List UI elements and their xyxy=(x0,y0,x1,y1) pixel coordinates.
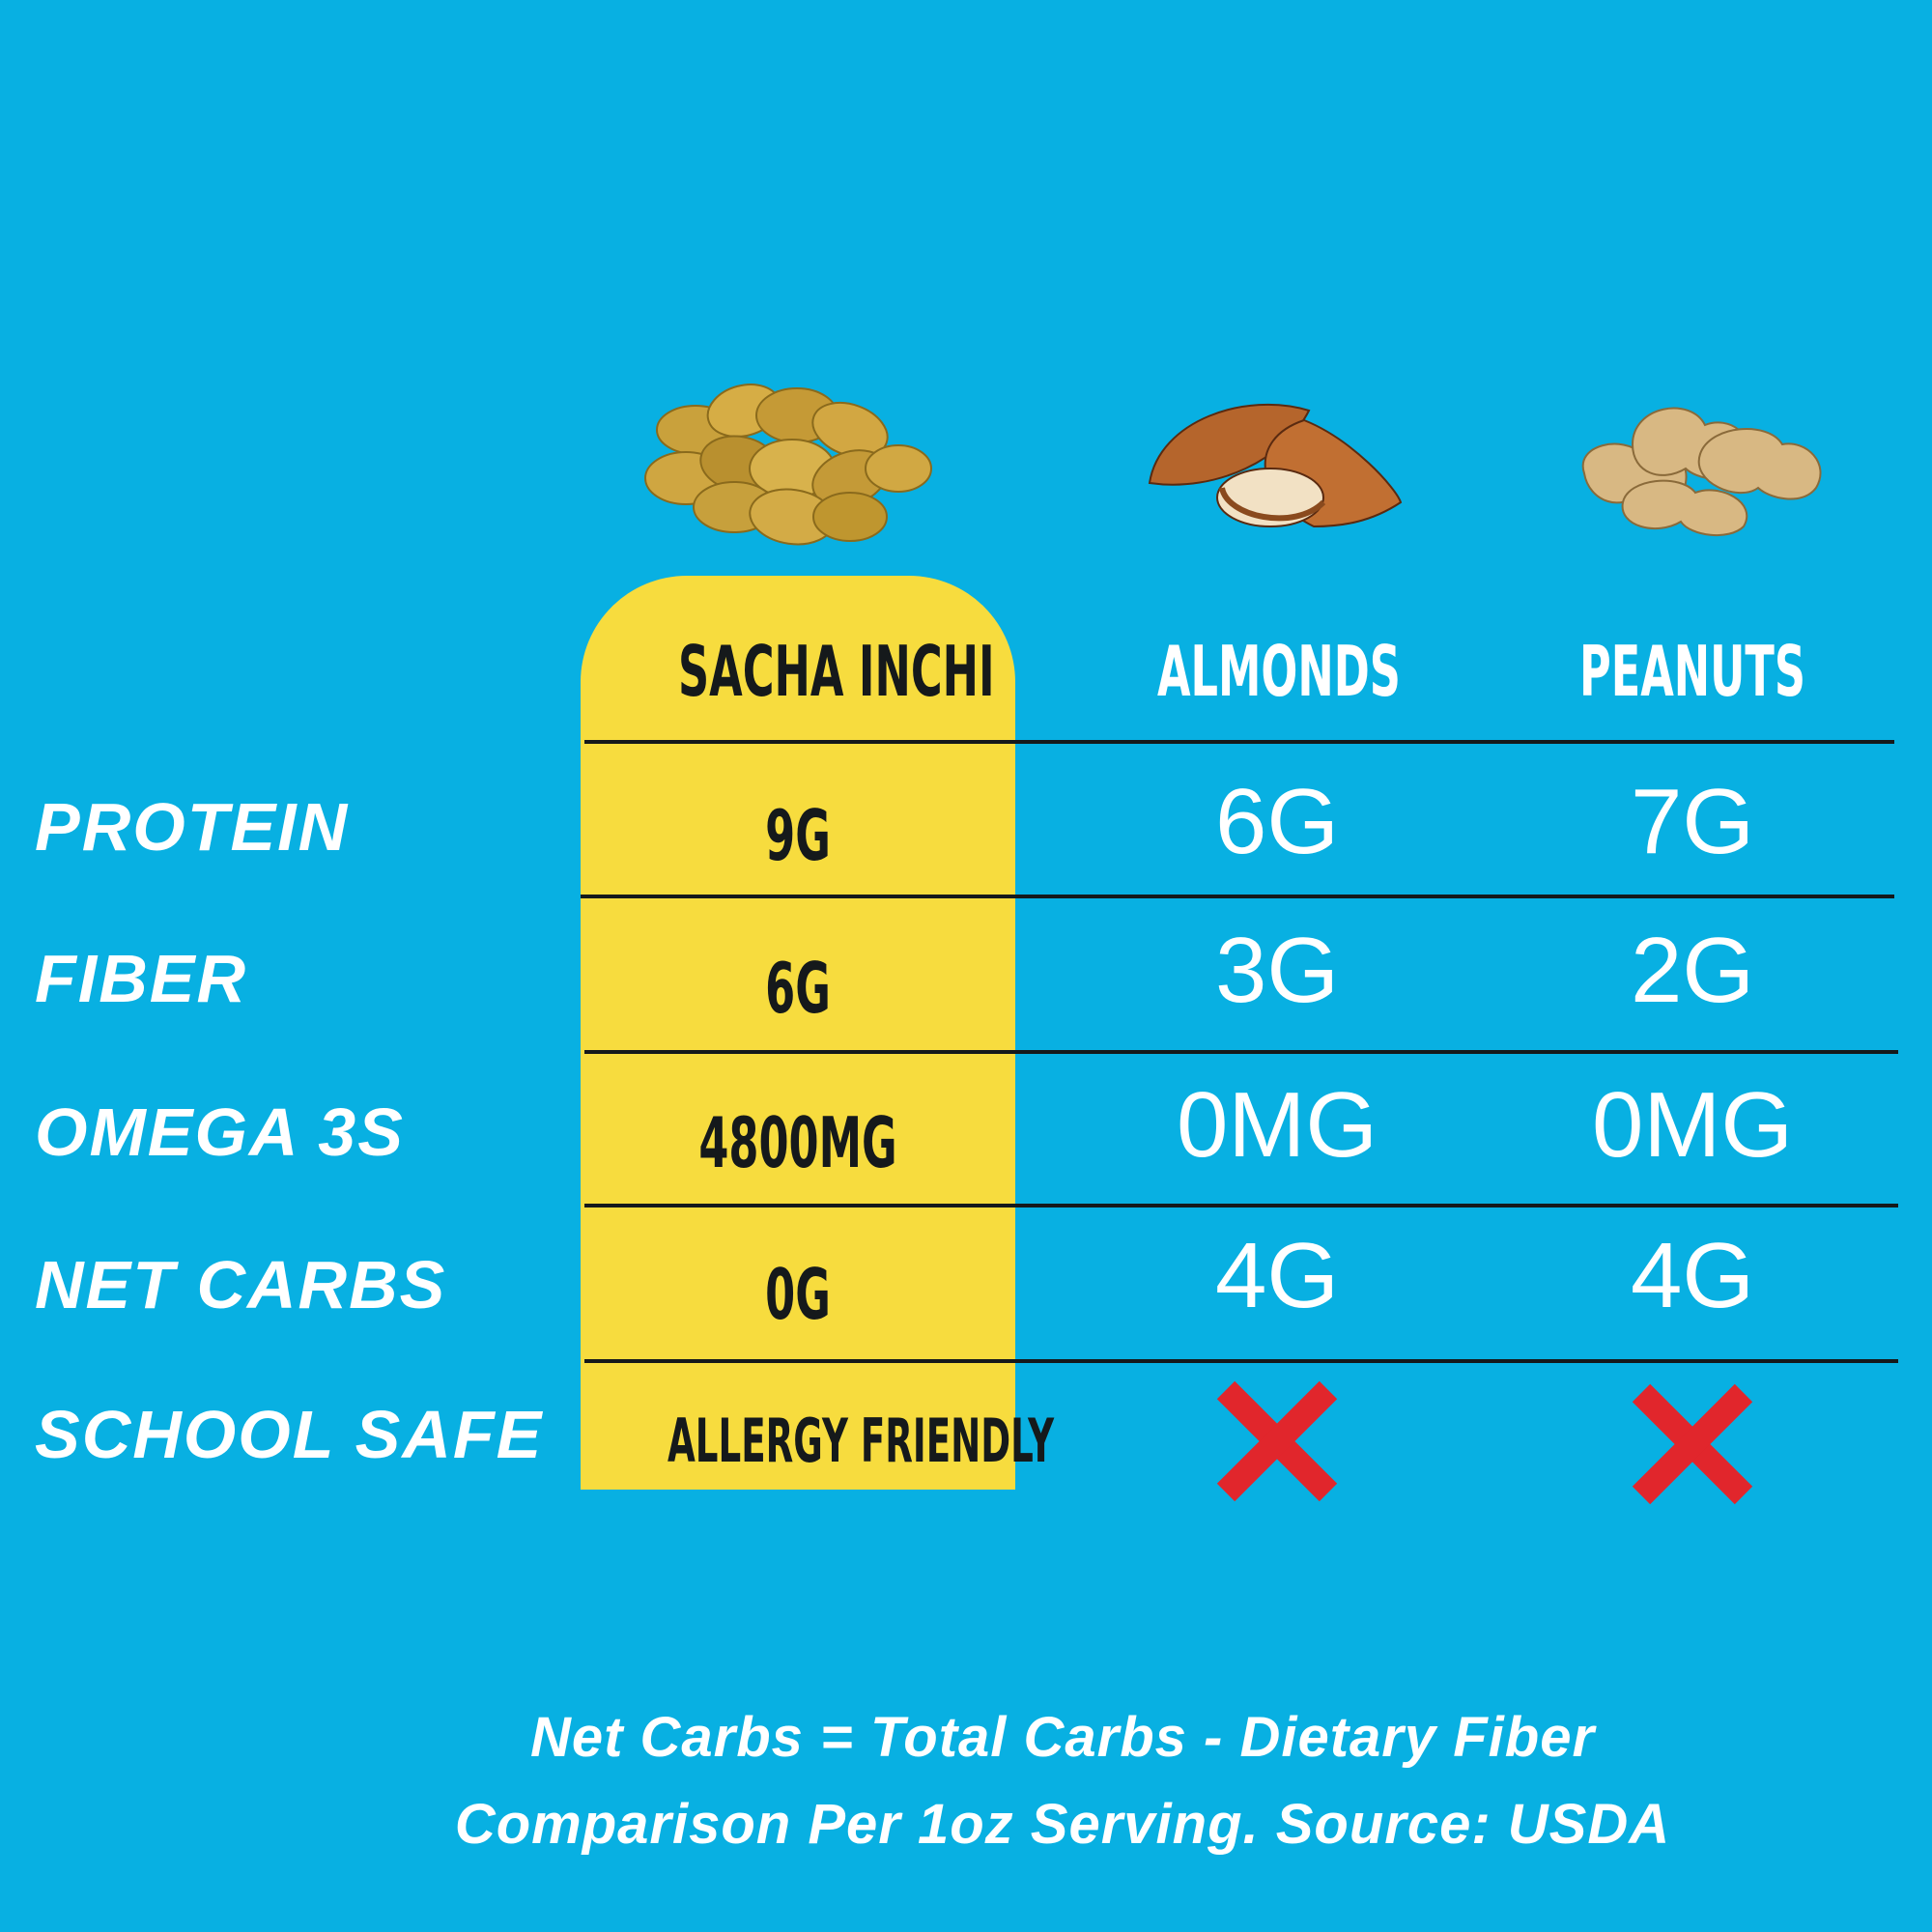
peanuts-school-safe-x-icon xyxy=(1632,1383,1753,1505)
row-label-omega-3s: OMEGA 3S xyxy=(35,1094,405,1170)
sacha-inchi-net-carbs-value: 0G xyxy=(765,1254,831,1335)
column-header-almonds: ALMONDS xyxy=(1157,631,1401,712)
almonds-omega-3s-value: 0MG xyxy=(1176,1073,1378,1177)
footnote-net-carbs-definition: Net Carbs = Total Carbs - Dietary Fiber xyxy=(529,1706,1596,1769)
almonds-school-safe-x-icon xyxy=(1216,1380,1338,1502)
almonds-net-carbs-value: 4G xyxy=(1214,1224,1340,1327)
peanuts-omega-3s-value: 0MG xyxy=(1591,1073,1794,1177)
row-label-fiber: FIBER xyxy=(35,941,247,1016)
sacha-inchi-seeds-image xyxy=(644,384,932,546)
almonds-protein-value: 6G xyxy=(1214,770,1340,873)
almonds-fiber-value: 3G xyxy=(1214,919,1340,1022)
row-label-school-safe: SCHOOL SAFE xyxy=(35,1397,544,1472)
peanuts-image xyxy=(1581,407,1822,537)
divider-line xyxy=(584,1204,1898,1208)
divider-line xyxy=(584,1359,1898,1363)
divider-line xyxy=(581,895,1894,898)
sacha-inchi-protein-value: 9G xyxy=(765,795,831,876)
row-label-protein: PROTEIN xyxy=(35,789,350,865)
almonds-image xyxy=(1148,403,1403,528)
peanuts-fiber-value: 2G xyxy=(1630,919,1755,1022)
divider-line xyxy=(584,1050,1898,1054)
sacha-inchi-school-safe-value: ALLERGY FRIENDLY xyxy=(668,1406,1055,1476)
column-header-sacha-inchi: SACHA INCHI xyxy=(678,631,995,712)
sacha-inchi-omega-3s-value: 4800MG xyxy=(698,1102,897,1183)
peanuts-net-carbs-value: 4G xyxy=(1630,1224,1755,1327)
peanuts-protein-value: 7G xyxy=(1630,770,1755,873)
sacha-inchi-fiber-value: 6G xyxy=(765,948,831,1029)
column-header-peanuts: PEANUTS xyxy=(1579,631,1805,712)
row-label-net-carbs: NET CARBS xyxy=(35,1247,447,1322)
divider-line xyxy=(584,740,1894,744)
footnote-source: Comparison Per 1oz Serving. Source: USDA xyxy=(454,1793,1671,1856)
sacha-inchi-highlight-column xyxy=(581,576,1015,1490)
